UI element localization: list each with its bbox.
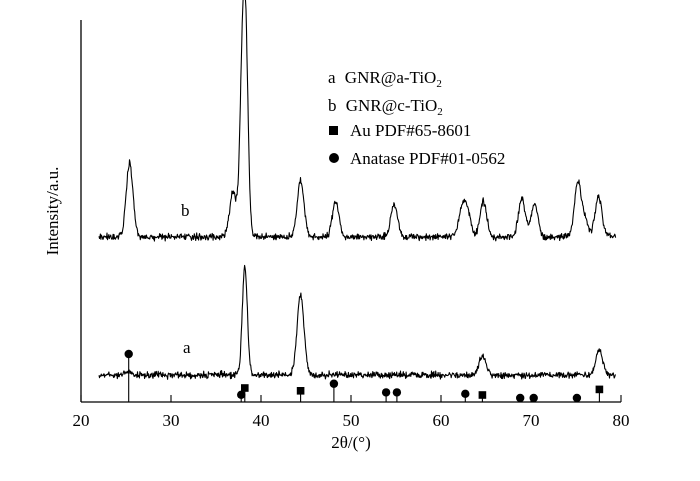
legend-entry-b: b GNR@c-TiO2: [328, 96, 443, 118]
anatase-reference-marker: [237, 390, 246, 399]
legend: a GNR@a-TiO2 b GNR@c-TiO2 Au PDF#65-8601…: [328, 68, 505, 168]
x-tick-label: 50: [343, 411, 360, 430]
legend-sub-a: 2: [436, 78, 442, 90]
legend-entry-anatase: Anatase PDF#01-0562: [350, 149, 505, 168]
reference-patterns: [124, 349, 604, 403]
curve-label-b: b: [181, 201, 190, 220]
anatase-reference-marker: [572, 393, 582, 403]
x-tick-label: 80: [613, 411, 630, 430]
legend-text-a: GNR@a-TiO: [345, 68, 437, 87]
anatase-reference-marker: [381, 388, 391, 397]
legend-circle-marker: [329, 153, 339, 163]
legend-square-marker: [329, 126, 338, 135]
anatase-reference-marker: [124, 349, 133, 359]
curve-label-a: a: [183, 338, 191, 357]
x-tick-label: 70: [523, 411, 540, 430]
x-ticks: 20 30 40 50 60 70 80: [73, 395, 630, 430]
xrd-trace-a: [98, 264, 617, 380]
anatase-reference-marker: [461, 389, 470, 399]
x-tick-label: 30: [163, 411, 180, 430]
xrd-trace-b: [98, 0, 617, 242]
anatase-reference-marker: [329, 379, 339, 388]
legend-key-a: a: [328, 68, 336, 87]
anatase-reference-marker: [529, 393, 538, 403]
legend-entry-a: a GNR@a-TiO2: [328, 68, 442, 90]
xrd-traces: [98, 0, 617, 380]
x-tick-label: 20: [73, 411, 90, 430]
au-reference-marker: [595, 385, 604, 394]
legend-entry-au: Au PDF#65-8601: [350, 121, 471, 140]
x-axis-label: 2θ/(°): [331, 433, 371, 452]
x-tick-label: 60: [433, 411, 450, 430]
x-tick-label: 40: [253, 411, 270, 430]
legend-sub-b: 2: [437, 106, 443, 118]
au-reference-marker: [296, 387, 305, 395]
y-axis-label: Intensity/a.u.: [43, 167, 62, 256]
anatase-reference-marker: [392, 388, 402, 397]
anatase-reference-marker: [516, 393, 525, 403]
legend-key-b: b: [328, 96, 337, 115]
au-reference-marker: [241, 384, 249, 392]
au-reference-marker: [478, 391, 487, 399]
legend-text-b: GNR@c-TiO: [346, 96, 438, 115]
